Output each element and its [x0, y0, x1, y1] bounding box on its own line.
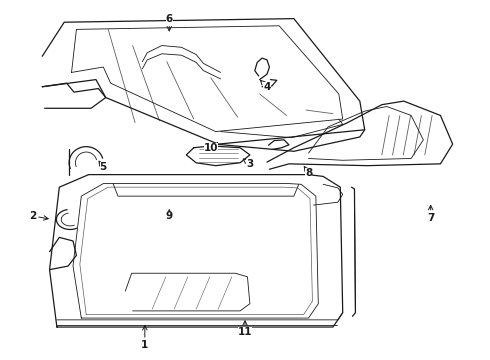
- Text: 11: 11: [238, 321, 252, 337]
- Text: 10: 10: [203, 143, 218, 153]
- Text: 8: 8: [304, 167, 312, 178]
- Text: 4: 4: [261, 80, 270, 92]
- Text: 6: 6: [166, 14, 173, 31]
- Text: 7: 7: [427, 206, 434, 222]
- Text: 1: 1: [141, 325, 148, 350]
- Text: 5: 5: [99, 161, 107, 172]
- Text: 3: 3: [243, 159, 253, 169]
- Text: 2: 2: [29, 211, 48, 221]
- Text: 9: 9: [166, 210, 173, 221]
